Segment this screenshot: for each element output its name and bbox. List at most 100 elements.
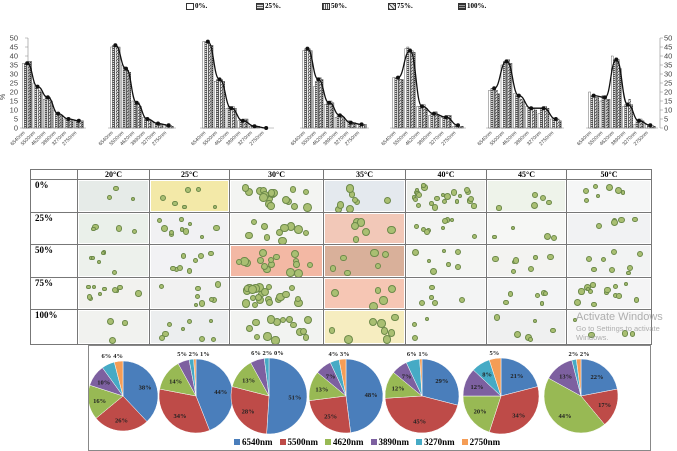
micrograph-image bbox=[568, 246, 650, 276]
cell-dot bbox=[412, 196, 418, 202]
legend-label: 75%. bbox=[397, 2, 413, 10]
bar bbox=[26, 63, 29, 129]
cell-dot bbox=[186, 318, 193, 324]
pie-data-label: 7% bbox=[402, 374, 412, 381]
y-tick-label-left: 35 bbox=[10, 61, 18, 70]
bar bbox=[542, 107, 545, 129]
y-tick-label-left: 30 bbox=[10, 70, 18, 79]
y-tick-label-right: 5 bbox=[664, 115, 668, 124]
pie-data-label: 1% bbox=[418, 351, 428, 358]
bar bbox=[112, 45, 115, 129]
legend-label: 4620nm bbox=[333, 437, 364, 447]
cell-dot bbox=[535, 292, 541, 298]
cell-dot bbox=[345, 204, 354, 212]
pie-data-label: 3% bbox=[340, 351, 350, 358]
pie-data-label: 45% bbox=[413, 419, 426, 426]
cell-dot bbox=[336, 201, 345, 209]
cell-dot bbox=[450, 189, 457, 196]
bar bbox=[488, 89, 492, 129]
micrograph-cell bbox=[405, 309, 487, 345]
cell-dot bbox=[369, 302, 378, 309]
cell-dot bbox=[544, 232, 552, 240]
cell-dot bbox=[271, 336, 280, 344]
cell-dot bbox=[524, 333, 532, 341]
bar bbox=[313, 86, 316, 129]
bar bbox=[135, 102, 138, 129]
cell-dot bbox=[100, 250, 105, 256]
legend-swatch bbox=[325, 439, 332, 445]
cell-dot bbox=[441, 199, 448, 205]
pie-data-label: 12% bbox=[470, 384, 483, 391]
cell-dot bbox=[624, 281, 629, 286]
bar bbox=[124, 68, 128, 129]
cell-dot bbox=[113, 185, 119, 192]
col-header: 50°C bbox=[566, 169, 652, 180]
micrograph-image bbox=[488, 246, 565, 276]
micrograph-cell bbox=[405, 244, 487, 278]
pie-data-label: 1% bbox=[200, 351, 210, 358]
cell-dot bbox=[374, 262, 382, 270]
micrograph-image bbox=[79, 279, 148, 308]
cell-dot bbox=[106, 317, 114, 325]
pie-legend-item: 3270nm bbox=[416, 437, 455, 447]
cell-dot bbox=[412, 334, 419, 341]
cell-dot bbox=[454, 248, 461, 255]
micrograph-cell bbox=[486, 309, 567, 345]
bar bbox=[607, 98, 611, 129]
legend-item-100pct: 100%. bbox=[458, 2, 486, 10]
bar bbox=[513, 93, 516, 129]
pie-data-label: 16% bbox=[93, 398, 106, 405]
cell-dot bbox=[588, 331, 596, 339]
cell-dot bbox=[458, 193, 463, 198]
cell-dot bbox=[213, 224, 220, 232]
cell-dot bbox=[182, 204, 187, 210]
micrograph-cell bbox=[566, 244, 652, 278]
cell-dot bbox=[604, 286, 611, 293]
cell-dot bbox=[263, 234, 271, 241]
micrograph-image bbox=[79, 181, 148, 211]
y-tick-label-left: 50 bbox=[10, 34, 18, 43]
cell-dot bbox=[583, 187, 590, 194]
bar bbox=[71, 120, 74, 129]
cell-dot bbox=[429, 284, 435, 291]
bar bbox=[74, 120, 77, 129]
bar bbox=[452, 125, 455, 129]
bar bbox=[304, 48, 307, 129]
cell-dot bbox=[268, 256, 275, 264]
cell-dot bbox=[276, 228, 284, 236]
micrograph-cell bbox=[149, 309, 230, 345]
cell-dot bbox=[267, 202, 275, 210]
trend-point bbox=[504, 59, 509, 64]
pie-data-label: 7% bbox=[326, 374, 336, 381]
cell-dot bbox=[528, 337, 534, 343]
legend-item-25pct: 25%. bbox=[256, 2, 281, 10]
bar bbox=[43, 98, 46, 129]
cell-dot bbox=[352, 236, 360, 243]
cell-dot bbox=[186, 268, 193, 274]
micrograph-image bbox=[568, 214, 650, 243]
pie-chart: 51% 28% 13% 6% 2% 0% bbox=[230, 350, 308, 435]
bar bbox=[222, 80, 225, 129]
cell-dot bbox=[493, 314, 501, 321]
micrograph-image bbox=[488, 214, 565, 243]
pie-data-label: 5% bbox=[490, 350, 500, 357]
cell-dot bbox=[245, 188, 254, 197]
pie-slice bbox=[193, 358, 197, 397]
cell-dot bbox=[621, 330, 628, 337]
cell-dot bbox=[596, 193, 601, 199]
bar bbox=[36, 88, 39, 129]
cell-dot bbox=[387, 329, 395, 337]
micrograph-image bbox=[488, 311, 565, 343]
cell-dot bbox=[282, 195, 291, 205]
cell-dot bbox=[279, 223, 289, 233]
bar bbox=[490, 88, 494, 129]
bar bbox=[596, 97, 599, 129]
cell-dot bbox=[421, 183, 426, 188]
cell-dot bbox=[340, 255, 347, 262]
bar bbox=[605, 98, 609, 129]
bar bbox=[220, 79, 223, 129]
cell-dot bbox=[102, 286, 107, 292]
cell-dot bbox=[158, 334, 165, 341]
trend-point bbox=[252, 124, 257, 129]
